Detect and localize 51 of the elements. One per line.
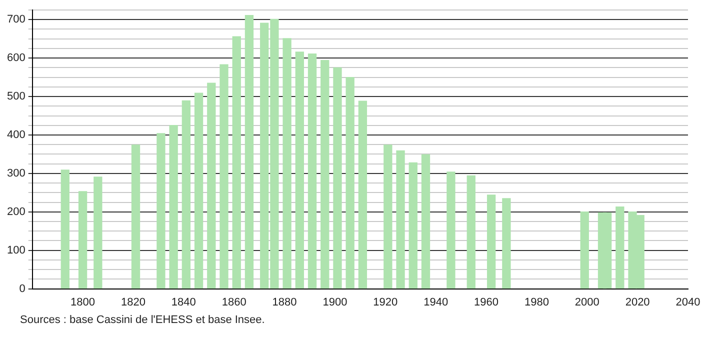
bar: [358, 100, 368, 289]
bar: [94, 176, 102, 289]
bar: [244, 15, 254, 289]
bar: [295, 52, 304, 289]
x-tick-label: 1820: [120, 296, 146, 308]
bar: [616, 206, 624, 289]
y-tick-label: 0: [19, 282, 26, 295]
x-tick-label: 1980: [524, 296, 549, 308]
bar: [421, 154, 430, 289]
bar: [207, 82, 216, 289]
bar: [232, 36, 241, 289]
bar: [346, 76, 354, 289]
bar: [169, 125, 178, 289]
x-tick-label: 1880: [272, 296, 297, 308]
bar: [78, 191, 88, 289]
y-tick-label: 600: [6, 52, 26, 64]
bar: [396, 150, 405, 289]
y-tick-label: 500: [6, 90, 26, 103]
bar: [220, 64, 228, 289]
x-tick-label: 1960: [474, 296, 499, 308]
x-tick-label: 1940: [424, 296, 448, 308]
bar: [466, 175, 476, 289]
x-tick-label: 2040: [676, 296, 700, 308]
bar: [502, 198, 511, 289]
bar: [333, 67, 342, 289]
x-tick-label: 1860: [222, 296, 246, 308]
x-tick-label: 1840: [171, 296, 196, 308]
bar: [60, 170, 70, 289]
x-tick-label: 2000: [574, 296, 600, 308]
x-tick-label: 2020: [625, 296, 650, 308]
bar: [580, 212, 589, 289]
x-tick-label: 1920: [373, 296, 398, 308]
bar: [308, 54, 317, 289]
y-tick-label: 100: [6, 244, 26, 256]
bar: [408, 162, 418, 289]
bar: [131, 144, 140, 289]
bar: [282, 38, 292, 289]
y-tick-label: 300: [6, 167, 26, 180]
y-tick-label: 200: [6, 206, 26, 218]
bar: [182, 100, 191, 289]
x-tick-label: 1800: [70, 296, 96, 308]
bar: [384, 144, 392, 289]
bar: [194, 92, 204, 289]
y-tick-label: 700: [6, 14, 26, 26]
bar: [486, 194, 496, 289]
y-tick-label: 400: [6, 129, 26, 142]
bar: [446, 172, 456, 289]
source-note: Sources : base Cassini de l'EHESS et base Insee.: [19, 314, 266, 326]
bar: [156, 133, 166, 289]
bar: [320, 60, 330, 289]
x-tick-label: 1900: [322, 296, 348, 308]
